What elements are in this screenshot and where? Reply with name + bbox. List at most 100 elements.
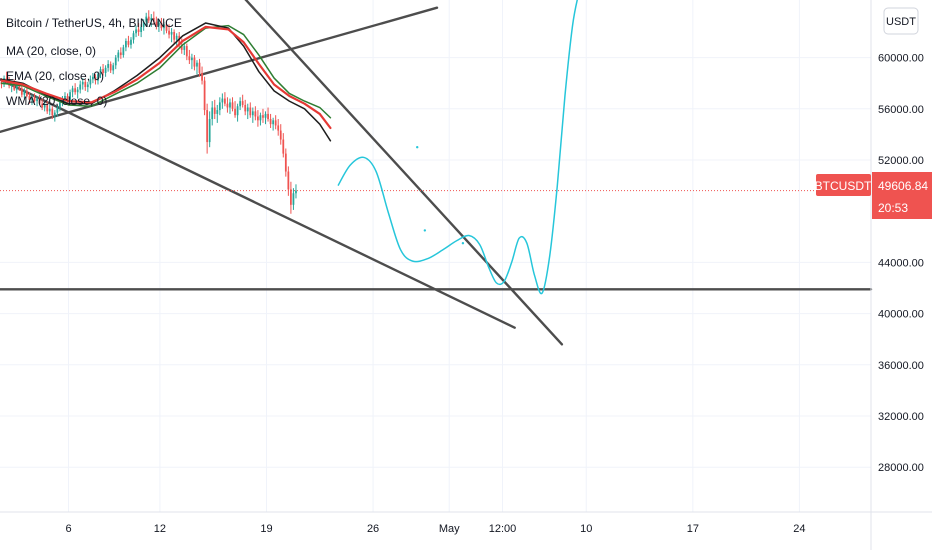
symbol-tag[interactable]: BTCUSDT: [815, 174, 872, 196]
x-tick-label: 24: [793, 523, 805, 535]
x-tick-label: 26: [367, 523, 379, 535]
candle-body: [279, 130, 282, 140]
candle-body: [74, 88, 77, 93]
projection-dot: [423, 229, 427, 232]
candle-body: [251, 111, 254, 116]
candle-body: [267, 113, 269, 120]
candle-body: [208, 119, 211, 143]
grid-layer: [0, 0, 871, 512]
time-axis[interactable]: 6 12 19 26 May 12:00 10 17 24: [65, 523, 805, 535]
candle-body: [66, 96, 69, 100]
trend-line: [0, 78, 516, 329]
candle-body: [132, 33, 135, 40]
y-tick-label: 40000.00: [878, 309, 924, 321]
trend-line: [244, 0, 564, 346]
candle-body: [173, 32, 176, 40]
candle-body: [99, 69, 102, 75]
candle-body: [127, 40, 130, 45]
currency-button[interactable]: USDT: [883, 7, 919, 35]
candle-body: [107, 64, 110, 68]
x-tick-label: 6: [65, 523, 71, 535]
x-tick-label: 12:00: [489, 523, 517, 535]
candle-body: [216, 110, 219, 114]
candle-body: [130, 39, 132, 45]
last-price-value: 49606.84: [878, 179, 928, 193]
x-tick-label: 17: [687, 523, 699, 535]
candle-body: [140, 26, 143, 32]
candle-body: [246, 107, 249, 112]
candle-body: [23, 90, 26, 95]
candle-body: [125, 40, 127, 48]
y-tick-label: 44000.00: [878, 257, 924, 269]
candle-body: [160, 23, 163, 29]
candle-body: [147, 16, 150, 21]
candle-body: [262, 115, 264, 118]
candle-body: [188, 56, 191, 61]
candle-body: [221, 98, 224, 103]
candle-body: [175, 35, 178, 40]
candle-body: [119, 52, 122, 56]
candle-body: [224, 98, 226, 104]
candle-body: [20, 88, 23, 95]
candle-body: [206, 110, 209, 143]
y-tick-label: 52000.00: [878, 155, 924, 167]
candle-body: [249, 107, 252, 116]
candle-body: [292, 193, 295, 205]
price-axis[interactable]: 60000.00 56000.00 52000.00 44000.00 40000.00…: [878, 53, 924, 475]
candle-body: [61, 98, 64, 103]
candle-body: [48, 108, 51, 112]
candle-body: [38, 98, 41, 104]
last-price-box: [872, 172, 932, 219]
candle-body: [277, 125, 280, 131]
chart-title[interactable]: Bitcoin / TetherUS, 4h, BINANCE: [6, 16, 182, 30]
candle-body: [84, 81, 87, 88]
candle-body: [15, 85, 18, 90]
candle-body: [234, 108, 236, 116]
candle-body: [257, 116, 259, 121]
legend-ma[interactable]: MA (20, close, 0): [6, 44, 96, 58]
candle-body: [193, 57, 196, 67]
candle-body: [89, 79, 92, 85]
candle-body: [122, 47, 125, 56]
candle-body: [191, 57, 193, 61]
candle-body: [81, 81, 84, 85]
y-tick-label: 56000.00: [878, 104, 924, 116]
candle-body: [33, 97, 36, 102]
candle-body: [97, 74, 99, 81]
candle-body: [152, 17, 155, 22]
candle-body: [46, 104, 49, 112]
candle-body: [79, 84, 82, 90]
candle-body: [178, 35, 181, 45]
candle-body: [26, 90, 28, 96]
bar-countdown: 20:53: [878, 201, 908, 215]
candle-body: [8, 80, 11, 86]
last-price-tag[interactable]: 49606.84 20:53: [872, 172, 932, 219]
candle-body: [284, 153, 287, 172]
legend: Bitcoin / TetherUS, 4h, BINANCE MA (20, …: [6, 16, 182, 108]
candle-body: [114, 57, 117, 66]
candle-body: [137, 29, 140, 32]
candle-body: [51, 108, 54, 116]
candle-body: [31, 97, 33, 100]
candle-body: [226, 103, 229, 108]
candle-body: [18, 85, 21, 89]
candle-body: [259, 115, 262, 121]
projection-layer: [337, 0, 578, 295]
legend-wma[interactable]: WMA (20, close, 0): [6, 94, 107, 108]
legend-ema[interactable]: EMA (20, close, 0): [6, 69, 104, 83]
candle-body: [165, 24, 168, 31]
candle-body: [155, 21, 158, 26]
candle-body: [287, 171, 290, 190]
candle-body: [198, 62, 201, 73]
y-tick-label: 32000.00: [878, 411, 924, 423]
candle-body: [86, 84, 89, 88]
candle-body: [229, 102, 231, 108]
candle-body: [36, 98, 38, 102]
candle-body: [272, 120, 275, 125]
candle-body: [102, 69, 104, 73]
y-tick-label: 28000.00: [878, 462, 924, 474]
candle-body: [239, 101, 242, 107]
candle-body: [269, 119, 272, 125]
